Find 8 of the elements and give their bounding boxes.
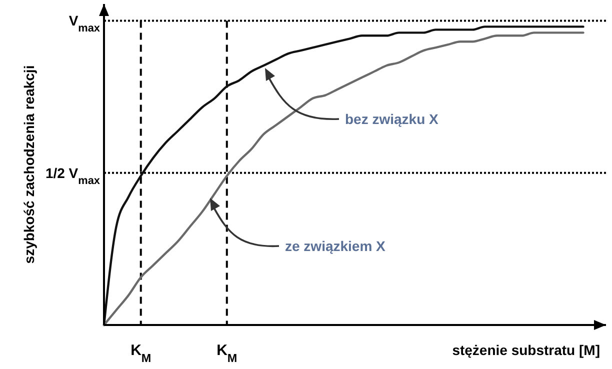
ref-line-label: 1/2 V$_{max}$ [45,164,100,187]
x-tick-label: K$_{M}$ [130,342,152,364]
annotation: ze związkiem X [285,238,386,254]
y-axis-title: szybkość zachodzenia reakcji [21,65,37,264]
x-axis-title: stężenie substratu [M] [452,342,600,358]
annotation: bez związku X [345,111,440,127]
x-tick-label: K$_{M}$ [216,342,238,364]
ref-line-label: V$_{max}$ [68,12,100,35]
